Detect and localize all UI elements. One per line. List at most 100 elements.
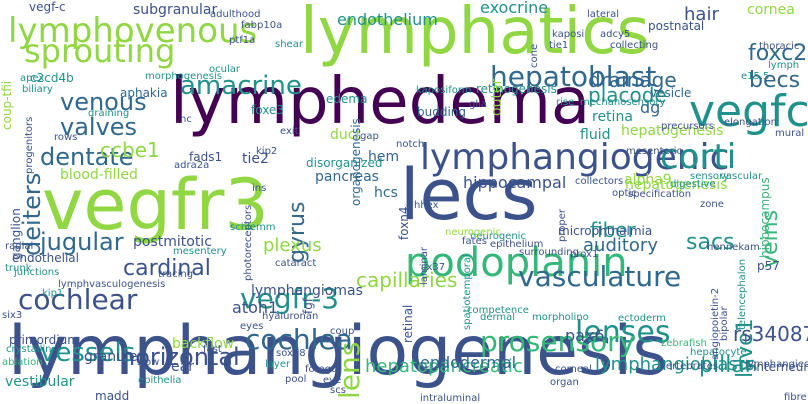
- word-mesentery: mesentery: [173, 246, 227, 257]
- word-mechanosensory: mechanosensory: [580, 97, 666, 108]
- word-hepatocyte: hepatocyte: [690, 347, 747, 358]
- word-ins: ins: [252, 183, 267, 194]
- word-surrounding: surrounding: [519, 247, 579, 258]
- word-drainage: drainage: [588, 68, 677, 92]
- word-shear: shear: [275, 39, 303, 50]
- word-hhex: hhex: [414, 200, 439, 211]
- word-slow: slow: [137, 357, 160, 368]
- word-sensory: sensory: [690, 171, 730, 182]
- word-p57: p57: [757, 259, 780, 273]
- word-ear: ear: [171, 359, 194, 375]
- word-notch: notch: [396, 139, 425, 150]
- word-hepatogenesis: hepatogenesis: [621, 123, 724, 139]
- word-prox1: prox1: [570, 249, 599, 260]
- word-photoreceptors: photoreceptors: [243, 204, 254, 281]
- word-mural: mural: [775, 128, 805, 139]
- word-foregut: foregut: [305, 364, 342, 375]
- word-vegfr3: vegfr3: [42, 164, 269, 246]
- word-coup: coup: [330, 326, 355, 337]
- word-edema: edema: [326, 92, 368, 106]
- word-apex: apex: [20, 73, 45, 84]
- word-neurogenic: neurogenic: [445, 227, 501, 238]
- word-vegfr-3: vegfr-3: [240, 282, 340, 315]
- word-sprouting: sprouting: [24, 32, 176, 70]
- word-placode: placode: [588, 83, 667, 107]
- word-rs340874: rs340874: [733, 322, 808, 346]
- word-lymph: lymph: [768, 60, 800, 71]
- word-amacrine: amacrine: [180, 71, 302, 101]
- word-foxc2: foxc2: [748, 41, 808, 66]
- word-disorganized: disorganized: [306, 156, 383, 170]
- word-ganglion: ganglion: [9, 208, 23, 260]
- word-elongation: elongation: [724, 117, 778, 128]
- word-precursors: precursors: [661, 121, 714, 132]
- word-vegfc: vegfc: [689, 86, 808, 137]
- word-blood-filled: blood-filled: [60, 167, 138, 183]
- word-podoplanin: podoplanin: [405, 240, 628, 286]
- word-aphakia: aphakia: [120, 86, 168, 100]
- word-corti: corti: [660, 137, 737, 177]
- word-eye: eye: [323, 375, 342, 386]
- word-hippocampal: hippocampal: [463, 173, 567, 192]
- word-vessels: vessels: [40, 338, 136, 368]
- word-rows: rows: [54, 132, 78, 143]
- word-fads1: fads1: [189, 150, 223, 164]
- word-cornea: cornea: [747, 2, 795, 18]
- word-zone: zone: [700, 199, 724, 210]
- word-tracing: tracing: [158, 269, 194, 280]
- word-hepatoblast: hepatoblast: [490, 60, 657, 93]
- word-radial: radial: [5, 241, 34, 252]
- word-becs: becs: [749, 68, 801, 93]
- word-granule: granule: [84, 349, 138, 365]
- word-lymphangiectasia: lymphangiectasia: [745, 359, 808, 370]
- word-optic: optic: [612, 188, 637, 199]
- word-layer: layer: [265, 359, 291, 370]
- word-intraluminal: intraluminal: [420, 393, 481, 404]
- word-ccbe1: ccbe1: [100, 138, 160, 162]
- word-hepatogenesis: hepatogenesis: [625, 177, 728, 193]
- word-cone: cone: [529, 43, 540, 68]
- word-morphogenesis: morphogenesis: [145, 71, 222, 82]
- word-subgranular: subgranular: [133, 2, 218, 18]
- word-mesenteric: mesenteric: [626, 146, 683, 157]
- word-primordium: primordium: [9, 333, 79, 347]
- word-epithelia: epithelia: [138, 375, 182, 386]
- word-backflow: backflow: [172, 336, 235, 352]
- word-endothelial: endothelial: [12, 251, 79, 265]
- word-ablation: ablation: [2, 357, 43, 368]
- word-neurogenic: neurogenic: [470, 231, 526, 242]
- word-alpha9: alpha9: [624, 172, 672, 188]
- word-biliary: biliary: [22, 84, 53, 95]
- word-telencephalon: telencephalon: [737, 258, 748, 330]
- word-kip2: kip2: [256, 146, 278, 157]
- word-fabp10a: fabp10a: [241, 20, 283, 31]
- word-dg: dg: [640, 98, 661, 117]
- word-lymphatics: lymphatics: [300, 0, 650, 69]
- word-pool: pool: [285, 374, 307, 385]
- word-foxn4: foxn4: [397, 206, 411, 240]
- word-corneal: corneal: [555, 364, 592, 375]
- word-kaposi: kaposi: [552, 29, 585, 40]
- word-rise: rise: [556, 97, 575, 108]
- word-draining: draining: [88, 108, 130, 119]
- word-fast: fast: [203, 344, 222, 355]
- word-spatiotemporal: spatiotemporal: [462, 254, 473, 330]
- word-tie1: tie1: [549, 40, 569, 51]
- word-interneurons: interneurons: [753, 360, 808, 374]
- word-lateral: lateral: [587, 9, 619, 20]
- word-hepatopancreatic: hepatopancreatic: [365, 356, 523, 377]
- word-ectoderm: ectoderm: [618, 313, 666, 324]
- word-prosensory: prosensory: [480, 325, 636, 358]
- word-competence: competence: [467, 305, 529, 316]
- word-zebrafish: zebrafish: [661, 338, 707, 349]
- word-sacs: sacs: [686, 230, 735, 255]
- word-vertebrates: vertebrates: [660, 361, 719, 372]
- word-proper: proper: [557, 209, 568, 242]
- word-endodermal: endodermal: [420, 353, 517, 372]
- word-digestive: digestive: [670, 179, 716, 190]
- word-adulthood: adulthood: [210, 9, 261, 20]
- word-epithelium: epithelium: [490, 239, 544, 250]
- word-jugular: jugular: [40, 228, 124, 256]
- word-retinal: retinal: [401, 304, 415, 343]
- word-morpholino: morpholino: [532, 312, 589, 323]
